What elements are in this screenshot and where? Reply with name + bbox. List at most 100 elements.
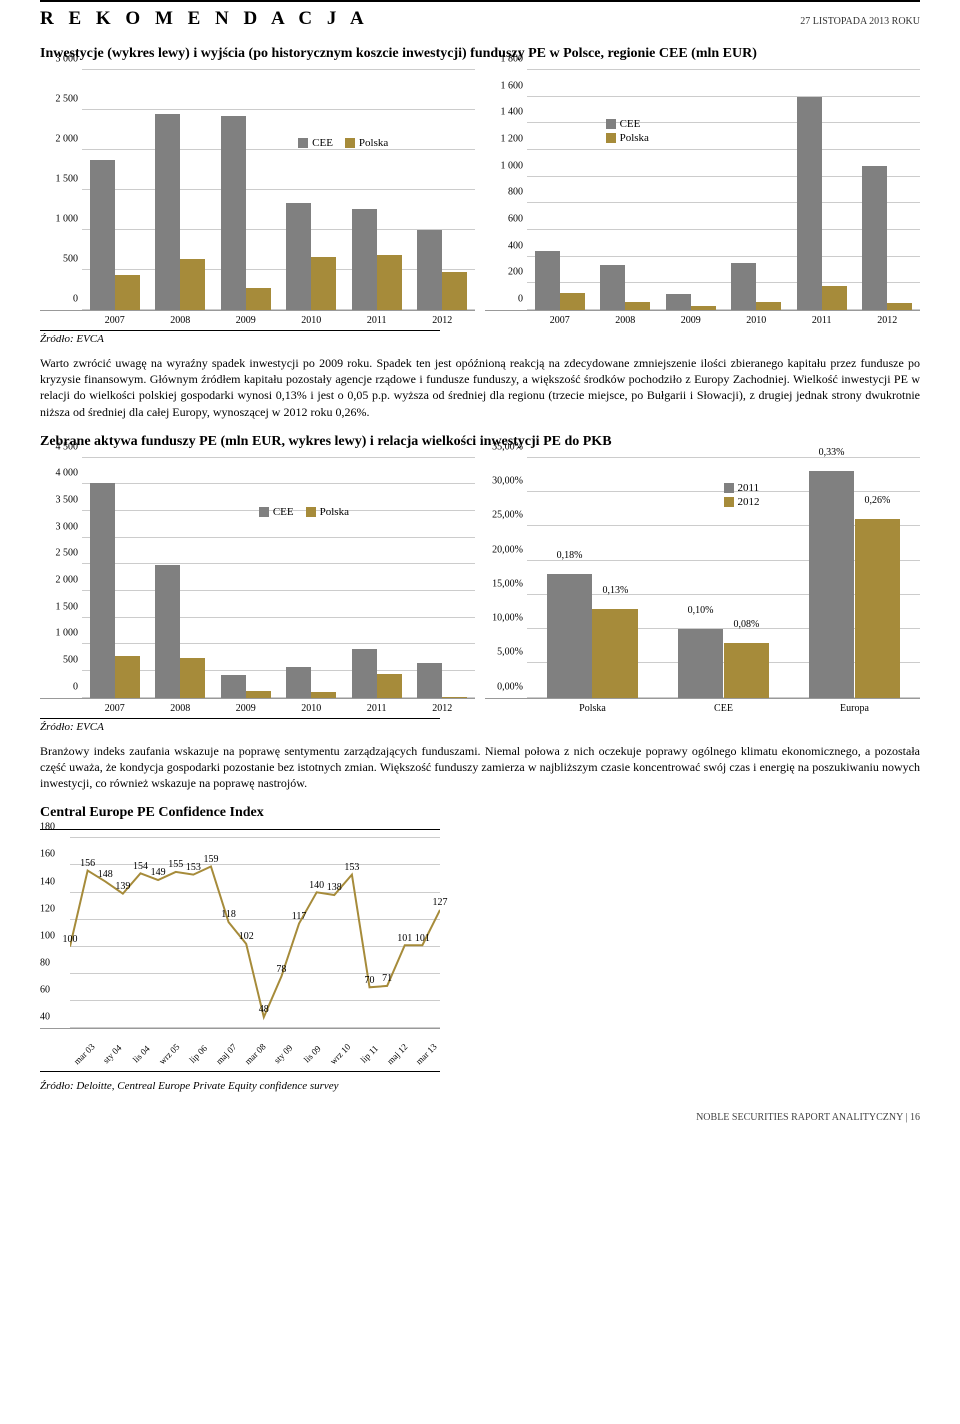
y-tick: 1 500: [56, 601, 79, 612]
y-tick: 100: [40, 930, 55, 941]
line-point-label: 159: [203, 854, 218, 865]
x-label: Europa: [789, 703, 920, 714]
y-tick: 1 000: [501, 160, 524, 171]
section1-source: Źródło: EVCA: [40, 333, 920, 345]
section2-title: Zebrane aktywa funduszy PE (mln EUR, wyk…: [40, 434, 920, 450]
page-footer: NOBLE SECURITIES RAPORT ANALITYCZNY | 16: [0, 1102, 960, 1143]
line-point-label: 139: [115, 881, 130, 892]
y-tick: 500: [63, 655, 78, 666]
y-tick: 140: [40, 876, 55, 887]
x-label: 2012: [410, 315, 476, 326]
bar: [731, 263, 756, 310]
y-tick: 80: [40, 958, 50, 969]
bar: [862, 166, 887, 310]
data-label: 0,13%: [603, 585, 629, 596]
bar: [417, 663, 442, 698]
bar: [547, 574, 593, 697]
line-point-label: 117: [292, 911, 307, 922]
y-tick: 1 500: [56, 174, 79, 185]
x-label: Polska: [527, 703, 658, 714]
bar: [155, 565, 180, 697]
bar: [221, 116, 246, 310]
line-point-label: 101: [397, 932, 412, 943]
x-label: 2011: [344, 703, 410, 714]
x-label: 2008: [148, 315, 214, 326]
y-tick: 400: [508, 240, 523, 251]
bar: [221, 675, 246, 698]
x-label: 2007: [82, 315, 148, 326]
y-tick: 600: [508, 214, 523, 225]
line-point-label: 118: [221, 909, 236, 920]
bar: [286, 203, 311, 310]
bar: [377, 674, 402, 697]
bar: [822, 286, 847, 310]
line-point-label: 153: [186, 862, 201, 873]
line-point-label: 154: [133, 860, 148, 871]
y-tick: 0: [73, 294, 78, 305]
page-date: 27 LISTOPADA 2013 ROKU: [800, 16, 920, 27]
y-tick: 2 000: [56, 134, 79, 145]
confidence-line-chart: 4060801001201401601801001561481391541491…: [40, 838, 440, 1029]
bar: [90, 483, 115, 698]
section1-title: Inwestycje (wykres lewy) i wyjścia (po h…: [40, 46, 920, 62]
y-tick: 0,00%: [497, 681, 523, 692]
bar: [155, 114, 180, 310]
section2-chart-right: 0,00%5,00%10,00%15,00%20,00%25,00%30,00%…: [485, 458, 920, 714]
bar: [417, 230, 442, 310]
x-label: 2010: [279, 703, 345, 714]
y-tick: 20,00%: [492, 544, 523, 555]
line-point-label: 155: [168, 859, 183, 870]
x-label: 2011: [789, 315, 855, 326]
bar: [756, 302, 781, 310]
y-tick: 180: [40, 822, 55, 833]
legend: 20112012: [724, 482, 760, 510]
data-label: 0,10%: [688, 605, 714, 616]
bar: [311, 692, 336, 698]
line-point-label: 140: [309, 879, 324, 890]
line-point-label: 153: [344, 862, 359, 873]
y-tick: 10,00%: [492, 613, 523, 624]
section3-source: Źródło: Deloitte, Centreal Europe Privat…: [40, 1080, 920, 1092]
data-label: 0,26%: [865, 495, 891, 506]
y-tick: 1 600: [501, 80, 524, 91]
bar: [180, 658, 205, 697]
x-label: mar 08: [241, 1041, 268, 1068]
bar: [246, 691, 271, 698]
y-tick: 1 000: [56, 628, 79, 639]
footer-text: NOBLE SECURITIES RAPORT ANALITYCZNY: [696, 1112, 903, 1123]
y-tick: 25,00%: [492, 510, 523, 521]
section1-chart-left: 05001 0001 5002 0002 5003 000CEEPolska 2…: [40, 70, 475, 326]
x-label: CEE: [658, 703, 789, 714]
bar: [442, 697, 467, 698]
line-point-label: 70: [365, 974, 375, 985]
y-tick: 2 500: [56, 94, 79, 105]
bar: [592, 609, 638, 698]
legend: CEEPolska: [259, 506, 349, 520]
line-point-label: 101: [415, 932, 430, 943]
x-label: mar 03: [71, 1041, 98, 1068]
y-tick: 40: [40, 1012, 50, 1023]
y-tick: 15,00%: [492, 578, 523, 589]
x-label: 2008: [148, 703, 214, 714]
x-label: 2009: [213, 703, 279, 714]
x-label: 2010: [279, 315, 345, 326]
x-label: lip 06: [185, 1041, 212, 1068]
line-point-label: 148: [98, 869, 113, 880]
y-tick: 3 000: [56, 521, 79, 532]
paragraph-1: Warto zwrócić uwagę na wyraźny spadek in…: [40, 355, 920, 420]
x-label: 2007: [527, 315, 593, 326]
x-label: lis 04: [128, 1041, 155, 1068]
bar: [809, 471, 855, 697]
paragraph-2: Branżowy indeks zaufania wskazuje na pop…: [40, 743, 920, 792]
x-label: sty 04: [99, 1041, 126, 1068]
bar: [115, 656, 140, 698]
line-point-label: 78: [276, 964, 286, 975]
y-tick: 2 500: [56, 548, 79, 559]
x-label: 2011: [344, 315, 410, 326]
bar: [180, 259, 205, 310]
section2-source: Źródło: EVCA: [40, 721, 920, 733]
x-label: wrz 05: [156, 1041, 183, 1068]
y-tick: 1 400: [501, 107, 524, 118]
data-label: 0,08%: [734, 619, 760, 630]
y-tick: 1 000: [56, 214, 79, 225]
